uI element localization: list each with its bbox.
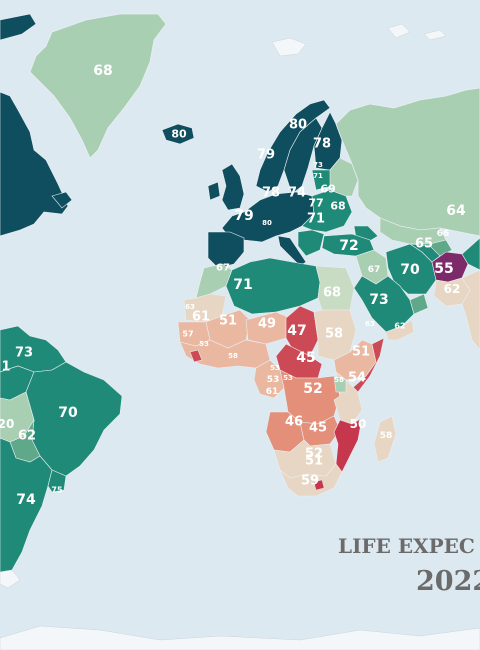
country-value-belarus: 68 — [330, 200, 345, 213]
region-morocco — [195, 263, 233, 299]
country-value-germany: 74 — [288, 186, 306, 201]
region-balkans — [297, 229, 325, 257]
map-title: LIFE EXPEC — [338, 534, 475, 558]
country-value-estonia: 73 — [313, 161, 323, 169]
country-value-madagascar: 58 — [380, 431, 393, 441]
region-falklands-ice — [0, 569, 21, 589]
region-antarctica — [0, 625, 480, 650]
country-value-namibia: 52 — [305, 447, 323, 462]
region-franz-josef — [387, 23, 411, 39]
region-uganda — [333, 375, 347, 393]
country-value-ethiopia: 51 — [352, 345, 370, 360]
country-value-afghan: 55 — [434, 261, 453, 277]
region-chad — [285, 305, 319, 357]
country-value-colombia: 1 — [1, 360, 10, 375]
country-value-car: 45 — [296, 350, 315, 366]
region-w-russia — [329, 157, 359, 197]
country-value-sierra: 53 — [199, 340, 209, 348]
country-value-ghana: 58 — [228, 352, 238, 360]
region-lesotho — [313, 479, 325, 491]
country-value-mali: 51 — [219, 314, 237, 329]
region-sierra-leone — [189, 349, 203, 363]
country-value-niger: 49 — [258, 317, 276, 332]
country-value-yemen: 63 — [365, 320, 375, 328]
country-value-sweden: 80 — [289, 118, 307, 133]
country-value-kazakh_s: 66 — [437, 229, 450, 239]
country-value-zambia: 45 — [309, 421, 327, 436]
country-value-iraq: 67 — [368, 265, 381, 275]
region-mauritania — [183, 293, 227, 323]
region-uk — [221, 163, 245, 211]
country-value-turkey: 72 — [339, 238, 358, 254]
country-value-finland: 78 — [313, 137, 331, 152]
region-uruguay — [47, 469, 67, 493]
region-cameroon-gabon — [253, 359, 285, 399]
region-yemen — [385, 319, 415, 341]
country-value-iran: 70 — [400, 262, 420, 278]
country-value-turkmen: 65 — [415, 237, 433, 252]
map-year: 2022 — [416, 566, 480, 597]
country-value-uk: 78 — [262, 186, 280, 201]
country-value-norway: 79 — [257, 148, 275, 163]
country-value-iceland: 80 — [171, 128, 187, 141]
region-iberia — [207, 231, 245, 269]
region-oman — [409, 293, 429, 315]
country-value-argentina: 74 — [16, 492, 36, 508]
country-value-kenya: 54 — [348, 371, 366, 386]
country-value-saudi: 73 — [369, 292, 388, 308]
country-value-south_africa: 59 — [301, 474, 319, 489]
country-value-egypt: 68 — [323, 286, 341, 301]
region-greenland — [29, 13, 167, 159]
region-iceland — [161, 123, 195, 145]
country-value-bolivia: 62 — [18, 429, 36, 444]
country-value-greenland: 68 — [93, 63, 112, 79]
country-value-pakistan: 62 — [444, 282, 461, 296]
country-value-mauritania: 63 — [185, 303, 195, 311]
region-svalbard — [271, 37, 307, 57]
country-value-uganda: 58 — [334, 376, 344, 384]
region-mozambique — [333, 417, 363, 473]
country-value-congo: 53 — [283, 374, 293, 382]
country-value-uruguay: 75 — [51, 486, 63, 495]
country-value-chad: 47 — [287, 323, 306, 339]
country-value-poland: 77 — [308, 197, 323, 210]
country-value-senegal: 61 — [192, 310, 210, 325]
region-india — [461, 269, 480, 351]
country-value-russia_w: 69 — [320, 183, 335, 196]
country-value-morocco: 67 — [216, 263, 230, 274]
region-saudi — [353, 275, 415, 333]
region-norway — [255, 99, 331, 193]
region-madagascar — [373, 415, 397, 463]
country-value-mozambique: 50 — [350, 417, 367, 431]
country-value-france: 79 — [234, 208, 253, 224]
country-value-russia_e: 64 — [446, 203, 466, 219]
region-newfoundland — [51, 191, 73, 209]
country-value-caribbean: 73 — [15, 346, 33, 361]
country-value-latvia: 71 — [313, 172, 323, 180]
country-value-peru: 20 — [0, 417, 14, 431]
country-value-angola: 46 — [285, 415, 303, 430]
region-ireland — [207, 181, 221, 201]
country-value-botswana: 51 — [305, 454, 323, 469]
region-china-edge — [461, 237, 480, 271]
country-value-oman: 62 — [394, 322, 405, 331]
region-south-africa — [279, 463, 343, 497]
country-value-sudan: 58 — [325, 327, 343, 342]
country-value-drc: 52 — [303, 381, 322, 397]
country-value-nigeria: 53 — [270, 364, 280, 372]
country-value-algeria: 71 — [233, 277, 252, 293]
country-value-guinea: 57 — [182, 330, 193, 339]
country-value-brazil: 70 — [58, 405, 78, 421]
region-canada-arctic — [0, 13, 37, 41]
region-west-europe — [221, 191, 315, 243]
country-value-alps: 80 — [262, 219, 272, 227]
country-value-gabon: 61 — [266, 387, 279, 397]
country-value-cameroon: 53 — [267, 375, 280, 385]
region-arctic-isl — [423, 29, 447, 41]
country-value-ukraine: 71 — [307, 212, 325, 227]
region-russia — [335, 87, 480, 237]
